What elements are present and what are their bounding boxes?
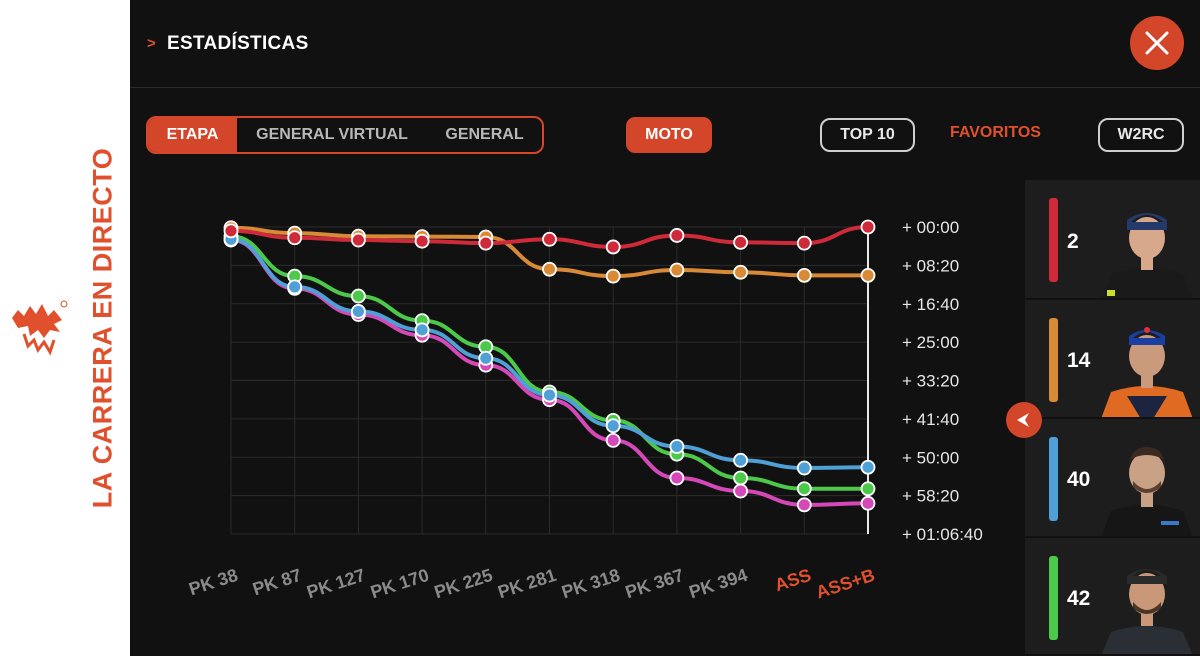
data-point-42[interactable] — [860, 481, 876, 497]
data-point-2[interactable] — [478, 235, 494, 251]
data-point-14[interactable] — [542, 261, 557, 277]
data-point-magenta[interactable] — [860, 495, 876, 511]
close-icon — [1145, 31, 1169, 55]
x-tick-label: PK 367 — [623, 565, 686, 603]
y-tick-label: + 08:20 — [902, 256, 959, 275]
x-tick-label: PK 225 — [432, 565, 495, 603]
rider-number: 14 — [1067, 349, 1091, 372]
close-button[interactable] — [1130, 16, 1184, 70]
data-point-magenta[interactable] — [669, 470, 685, 486]
y-tick-label: + 50:00 — [902, 448, 959, 467]
data-point-40[interactable] — [796, 460, 812, 476]
data-point-2[interactable] — [542, 231, 557, 247]
rider-card-14[interactable]: 14 — [1025, 300, 1200, 419]
rider-color-bar — [1049, 437, 1058, 521]
chevron-left-icon — [1017, 413, 1029, 427]
favorites-tab[interactable]: FAVORITOS — [950, 124, 1041, 141]
header: > ESTADÍSTICAS — [130, 0, 1200, 88]
rider-color-bar — [1049, 318, 1058, 402]
rider-2-avatar — [1101, 213, 1193, 298]
data-point-2[interactable] — [796, 235, 812, 251]
tab-general-virtual[interactable]: GENERAL VIRTUAL — [256, 126, 408, 143]
header-chevron: > — [147, 35, 156, 52]
w2rc-button[interactable]: W2RC — [1098, 118, 1184, 152]
data-point-14[interactable] — [860, 267, 876, 283]
y-tick-label: + 41:40 — [902, 410, 959, 429]
data-point-42[interactable] — [733, 470, 748, 486]
data-point-40[interactable] — [542, 387, 557, 403]
rider-color-bar — [1049, 198, 1058, 282]
x-tick-label: PK 394 — [687, 565, 750, 603]
side-banner: LA CARRERA EN DIRECTO — [0, 0, 130, 656]
time-gap-chart: + 00:00 + 08:20 + 16:40 + 25:00 + 33:20 + 41:… — [186, 218, 983, 603]
rider-14-avatar — [1101, 327, 1193, 417]
top10-button[interactable]: TOP 10 — [820, 118, 915, 152]
data-point-2[interactable] — [669, 228, 685, 243]
y-tick-label: + 00:00 — [902, 218, 959, 237]
y-tick-label: + 01:06:40 — [902, 525, 983, 544]
data-point-14[interactable] — [796, 267, 812, 283]
x-tick-label: ASS — [772, 565, 813, 595]
data-point-14[interactable] — [669, 262, 685, 278]
data-point-magenta[interactable] — [733, 483, 748, 499]
category-moto-button[interactable]: MOTO — [626, 117, 712, 153]
data-point-40[interactable] — [669, 439, 685, 454]
x-tick-label: PK 38 — [186, 565, 240, 599]
x-tick-label: PK 318 — [559, 565, 622, 603]
x-tick-label: ASS+B — [813, 565, 877, 603]
rider-42-avatar — [1101, 569, 1193, 654]
data-point-2[interactable] — [223, 223, 239, 239]
data-point-42[interactable] — [350, 288, 366, 304]
rider-card-2[interactable]: 2 — [1025, 180, 1200, 300]
rider-color-bar — [1049, 556, 1058, 640]
data-point-40[interactable] — [287, 279, 303, 295]
classification-tabs: ETAPA GENERAL VIRTUAL GENERAL — [146, 116, 544, 154]
data-point-2[interactable] — [860, 219, 876, 235]
x-tick-label: PK 127 — [304, 565, 367, 603]
data-point-40[interactable] — [478, 350, 494, 366]
panel-collapse-button[interactable] — [1006, 402, 1042, 438]
data-point-2[interactable] — [287, 230, 303, 246]
x-tick-label: PK 281 — [495, 565, 558, 603]
y-tick-label: + 25:00 — [902, 333, 959, 352]
rider-number: 2 — [1067, 230, 1079, 253]
series-line-40 — [229, 237, 870, 470]
dakar-logo-icon — [12, 300, 68, 356]
y-tick-label: + 33:20 — [902, 372, 959, 391]
rider-card-40[interactable]: 40 — [1025, 419, 1200, 538]
tab-general[interactable]: GENERAL — [445, 126, 524, 143]
data-point-magenta[interactable] — [796, 497, 812, 513]
data-point-40[interactable] — [414, 322, 430, 338]
rider-number: 42 — [1067, 587, 1091, 610]
data-point-40[interactable] — [733, 452, 748, 468]
data-point-2[interactable] — [414, 233, 430, 249]
x-tick-label: PK 170 — [368, 565, 431, 603]
tab-etapa[interactable]: ETAPA — [148, 118, 237, 152]
data-point-2[interactable] — [350, 232, 366, 248]
data-point-40[interactable] — [860, 459, 876, 475]
rider-40-avatar — [1101, 447, 1193, 536]
y-tick-label: + 58:20 — [902, 487, 959, 506]
data-point-42[interactable] — [796, 481, 812, 497]
data-point-40[interactable] — [350, 304, 366, 319]
data-point-2[interactable] — [733, 234, 748, 250]
data-point-40[interactable] — [605, 418, 621, 434]
data-point-magenta[interactable] — [605, 432, 621, 448]
rider-card-42[interactable]: 42 — [1025, 538, 1200, 656]
y-tick-label: + 16:40 — [902, 295, 959, 314]
x-tick-label: PK 87 — [250, 565, 304, 599]
data-point-14[interactable] — [605, 268, 621, 284]
page-title: ESTADÍSTICAS — [167, 33, 309, 54]
rider-number: 40 — [1067, 468, 1091, 491]
data-point-2[interactable] — [605, 239, 621, 255]
data-point-14[interactable] — [733, 264, 748, 280]
